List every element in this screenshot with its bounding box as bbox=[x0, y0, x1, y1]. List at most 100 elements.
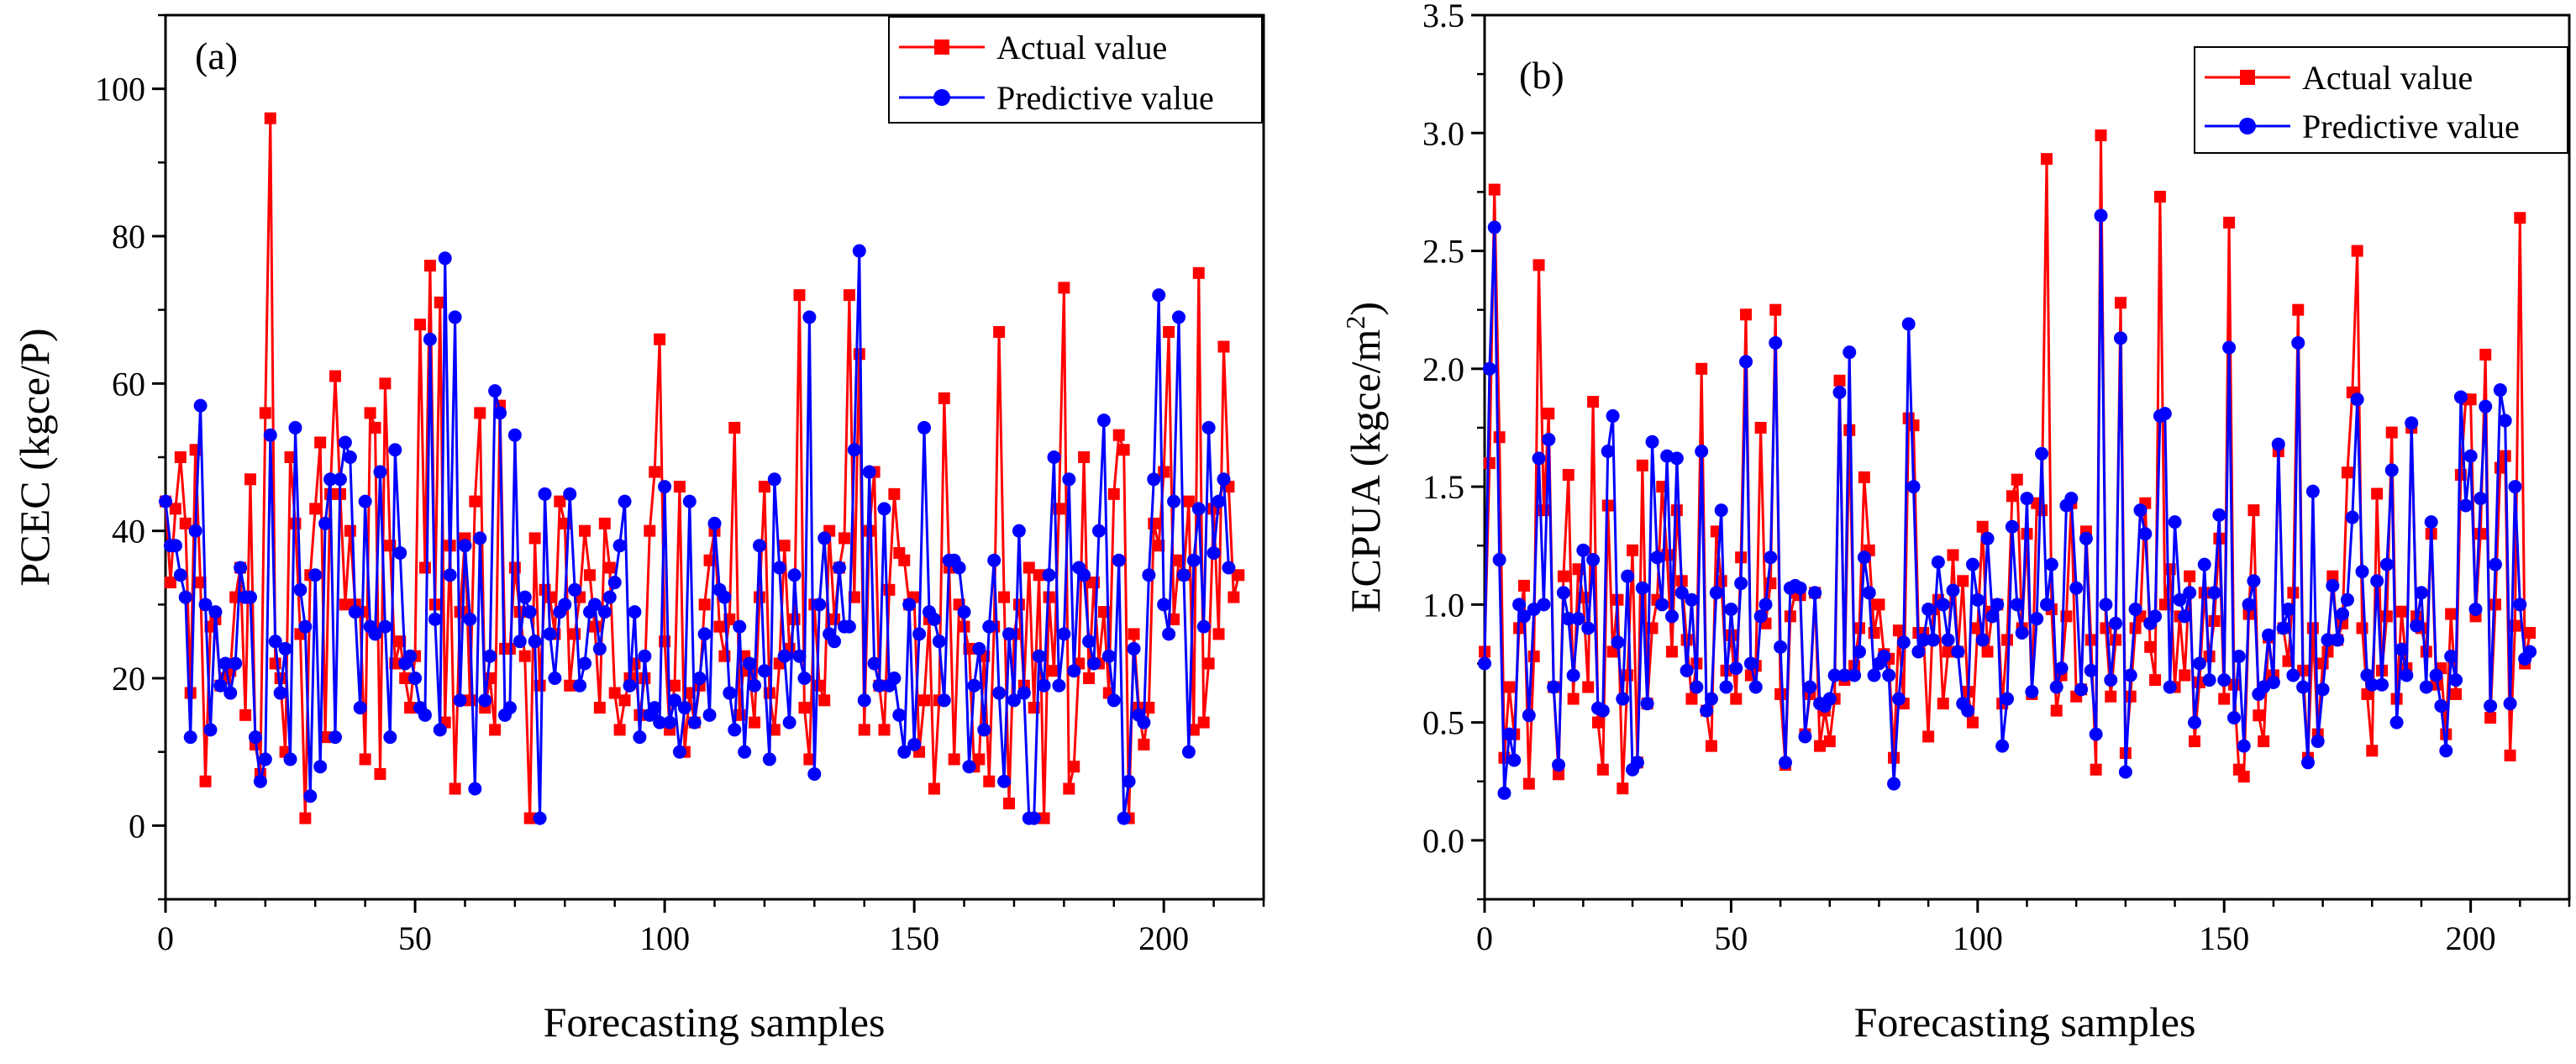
data-point-predictive-b bbox=[1970, 593, 1985, 607]
data-point-predictive-b bbox=[1601, 444, 1615, 458]
data-point-actual-b bbox=[2095, 129, 2107, 142]
data-point-predictive-b bbox=[2300, 756, 2315, 770]
data-point-predictive-a bbox=[348, 605, 362, 619]
data-point-predictive-a bbox=[428, 612, 442, 626]
data-point-predictive-b bbox=[2123, 668, 2137, 682]
data-point-predictive-b bbox=[2286, 668, 2300, 682]
data-point-predictive-a bbox=[902, 598, 917, 612]
data-point-predictive-a bbox=[453, 693, 467, 708]
data-point-predictive-b bbox=[1941, 633, 1955, 647]
legend-box-b bbox=[2194, 46, 2568, 154]
data-point-actual-a bbox=[174, 451, 187, 463]
data-point-predictive-b bbox=[2237, 739, 2251, 753]
data-point-predictive-b bbox=[2291, 335, 2305, 350]
data-point-predictive-a bbox=[443, 568, 457, 582]
data-point-predictive-a bbox=[677, 701, 691, 715]
data-point-predictive-a bbox=[872, 678, 886, 693]
data-point-actual-b bbox=[1503, 681, 1516, 693]
data-point-predictive-a bbox=[707, 516, 722, 530]
data-point-predictive-a bbox=[258, 752, 272, 766]
data-point-predictive-a bbox=[797, 672, 812, 685]
data-point-predictive-b bbox=[1611, 635, 1625, 650]
data-point-predictive-a bbox=[992, 686, 1007, 700]
data-point-predictive-a bbox=[313, 760, 328, 774]
data-point-predictive-a bbox=[807, 766, 822, 781]
data-point-actual-a bbox=[649, 466, 661, 478]
series-line-predictive-a bbox=[164, 250, 1230, 820]
data-point-predictive-b bbox=[2104, 673, 2118, 687]
data-point-actual-a bbox=[608, 687, 621, 699]
data-point-predictive-a bbox=[538, 487, 552, 501]
data-point-actual-b bbox=[1587, 396, 1600, 408]
data-point-predictive-b bbox=[1690, 680, 1704, 694]
data-point-predictive-b bbox=[1759, 598, 1773, 612]
data-point-predictive-b bbox=[1502, 727, 1517, 741]
data-point-predictive-a bbox=[1152, 288, 1166, 303]
data-point-actual-a bbox=[449, 782, 461, 795]
data-point-actual-a bbox=[564, 679, 576, 692]
data-point-actual-b bbox=[1627, 544, 1639, 556]
data-point-predictive-a bbox=[1122, 774, 1136, 788]
data-point-predictive-b bbox=[2444, 650, 2458, 664]
data-point-predictive-b bbox=[2030, 612, 2044, 626]
data-point-predictive-b bbox=[2513, 598, 2527, 612]
data-point-predictive-b bbox=[2089, 727, 2103, 741]
data-point-predictive-a bbox=[388, 443, 402, 457]
data-point-predictive-b bbox=[2484, 698, 2498, 713]
data-point-actual-b bbox=[2494, 461, 2506, 474]
data-point-actual-a bbox=[1107, 487, 1120, 500]
data-point-actual-a bbox=[1128, 628, 1140, 640]
data-point-predictive-b bbox=[1827, 668, 1842, 682]
data-point-actual-a bbox=[239, 708, 252, 721]
data-point-actual-b bbox=[2208, 614, 2221, 627]
data-point-predictive-b bbox=[2429, 668, 2443, 682]
data-point-actual-a bbox=[1148, 517, 1160, 529]
data-point-actual-b bbox=[1922, 730, 1935, 743]
data-point-predictive-b bbox=[1896, 635, 1911, 650]
data-point-predictive-a bbox=[602, 590, 617, 604]
data-point-predictive-a bbox=[967, 678, 981, 693]
data-point-predictive-b bbox=[2340, 593, 2354, 607]
data-point-actual-b bbox=[1685, 693, 1698, 705]
data-point-predictive-a bbox=[478, 693, 492, 708]
data-point-predictive-a bbox=[558, 598, 572, 612]
data-point-predictive-a bbox=[328, 730, 342, 745]
data-point-predictive-b bbox=[1700, 703, 1714, 718]
data-point-predictive-a bbox=[697, 627, 712, 641]
data-point-predictive-b bbox=[2379, 557, 2394, 572]
data-point-actual-b bbox=[2001, 634, 2014, 646]
legend-b: Actual value Predictive value bbox=[2194, 46, 2568, 154]
data-point-predictive-a bbox=[937, 693, 951, 708]
data-point-actual-b bbox=[2050, 704, 2063, 717]
data-point-predictive-b bbox=[2178, 609, 2192, 624]
x-tick-label-a-50: 50 bbox=[398, 919, 432, 957]
data-point-predictive-a bbox=[343, 450, 357, 464]
data-point-predictive-a bbox=[318, 516, 333, 530]
data-point-predictive-b bbox=[1542, 432, 1556, 446]
data-point-predictive-b bbox=[1566, 668, 1580, 682]
data-point-predictive-a bbox=[1137, 715, 1151, 730]
data-point-actual-a bbox=[918, 694, 931, 707]
data-point-actual-b bbox=[1942, 645, 1954, 658]
data-point-actual-b bbox=[2371, 487, 2384, 500]
data-point-predictive-b bbox=[2336, 607, 2350, 621]
data-point-actual-a bbox=[1217, 340, 1230, 353]
data-point-predictive-b bbox=[1837, 668, 1852, 682]
data-point-predictive-b bbox=[1478, 656, 1491, 671]
data-point-predictive-a bbox=[533, 811, 547, 825]
legend-box-a bbox=[888, 16, 1263, 124]
data-point-predictive-b bbox=[2207, 586, 2221, 600]
data-point-predictive-b bbox=[2410, 619, 2424, 633]
data-point-predictive-b bbox=[1857, 550, 1871, 565]
data-point-predictive-a bbox=[203, 723, 218, 737]
data-point-actual-a bbox=[379, 377, 392, 390]
data-point-predictive-a bbox=[568, 582, 582, 597]
data-point-predictive-b bbox=[1798, 730, 1812, 744]
data-point-predictive-b bbox=[2069, 581, 2084, 595]
data-point-predictive-a bbox=[298, 619, 313, 634]
data-point-predictive-a bbox=[687, 715, 702, 730]
data-point-actual-a bbox=[898, 554, 911, 566]
data-point-actual-b bbox=[1814, 740, 1827, 752]
legend-marker-predictive-a bbox=[933, 89, 950, 106]
data-point-actual-b bbox=[1591, 716, 1604, 729]
